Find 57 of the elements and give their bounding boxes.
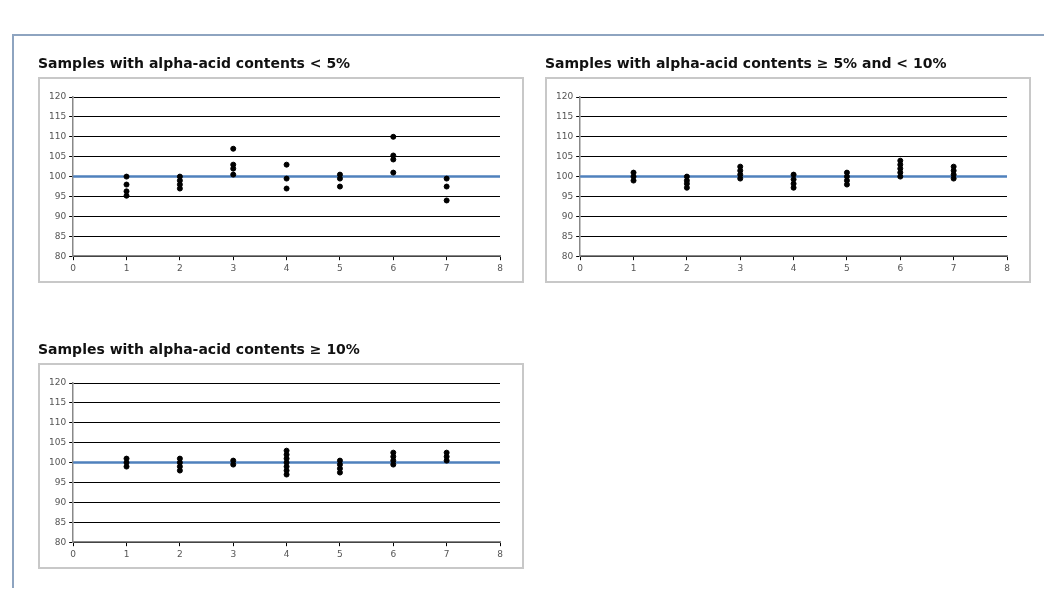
x-tick-label: 0 <box>70 548 77 559</box>
y-tick-label: 115 <box>48 111 67 122</box>
y-tick-label: 95 <box>561 190 574 201</box>
x-tick-label: 0 <box>577 262 584 273</box>
chart-title: Samples with alpha-acid contents ≥ 10% <box>38 341 361 359</box>
y-tick-label: 115 <box>48 397 67 408</box>
y-tick-label: 100 <box>48 456 67 467</box>
y-tick-label: 105 <box>48 151 67 162</box>
x-tick-label: 6 <box>390 548 397 559</box>
y-tick-label: 100 <box>48 170 67 181</box>
x-tick-label: 4 <box>283 548 290 559</box>
y-tick-label: 110 <box>48 131 67 142</box>
x-tick-label: 3 <box>737 262 744 273</box>
y-tick-label: 95 <box>54 476 67 487</box>
chart-title: Samples with alpha-acid contents < 5% <box>38 55 352 73</box>
x-tick-label: 2 <box>177 262 183 273</box>
y-tick-label: 120 <box>48 91 67 102</box>
y-tick-label: 90 <box>561 210 574 221</box>
x-tick-label: 1 <box>123 548 130 559</box>
y-tick-label: 85 <box>54 230 67 241</box>
y-tick-label: 85 <box>561 230 574 241</box>
y-tick-label: 95 <box>54 190 67 201</box>
y-tick-label: 115 <box>555 111 574 122</box>
y-tick-label: 80 <box>54 250 67 261</box>
x-tick-label: 3 <box>230 548 237 559</box>
x-tick-label: 0 <box>70 262 77 273</box>
x-tick-label: 4 <box>283 262 290 273</box>
y-tick-label: 105 <box>48 437 67 448</box>
x-tick-label: 8 <box>1004 262 1011 273</box>
x-tick-label: 3 <box>230 262 237 273</box>
y-tick-label: 90 <box>54 210 67 221</box>
x-tick-label: 2 <box>684 262 690 273</box>
y-tick-label: 80 <box>561 250 574 261</box>
x-tick-label: 7 <box>443 262 450 273</box>
chart-title: Samples with alpha-acid contents ≥ 5% and < 10% <box>545 55 948 73</box>
y-tick-label: 120 <box>48 377 67 388</box>
y-tick-label: 105 <box>555 151 574 162</box>
x-tick-label: 7 <box>443 548 450 559</box>
y-tick-label: 120 <box>555 91 574 102</box>
x-tick-label: 8 <box>497 262 504 273</box>
x-tick-label: 6 <box>390 262 397 273</box>
x-tick-label: 5 <box>844 262 850 273</box>
x-tick-label: 5 <box>337 262 343 273</box>
x-tick-label: 2 <box>177 548 183 559</box>
y-tick-label: 110 <box>48 417 67 428</box>
x-tick-label: 1 <box>630 262 637 273</box>
y-tick-label: 100 <box>555 170 574 181</box>
y-tick-label: 90 <box>54 496 67 507</box>
y-tick-label: 85 <box>54 516 67 527</box>
x-tick-label: 8 <box>497 548 504 559</box>
y-tick-label: 110 <box>555 131 574 142</box>
x-tick-label: 1 <box>123 262 130 273</box>
y-tick-label: 80 <box>54 536 67 547</box>
x-tick-label: 4 <box>790 262 797 273</box>
x-tick-label: 6 <box>897 262 904 273</box>
x-tick-label: 5 <box>337 548 343 559</box>
x-tick-label: 7 <box>950 262 957 273</box>
